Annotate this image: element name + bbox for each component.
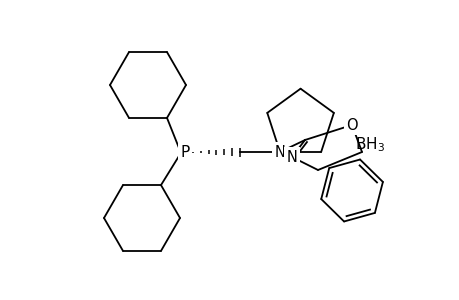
Text: N: N xyxy=(286,149,297,164)
Text: P: P xyxy=(180,145,189,160)
Text: BH$_3$: BH$_3$ xyxy=(354,136,384,154)
Text: N: N xyxy=(274,145,285,160)
Text: O: O xyxy=(346,118,357,133)
